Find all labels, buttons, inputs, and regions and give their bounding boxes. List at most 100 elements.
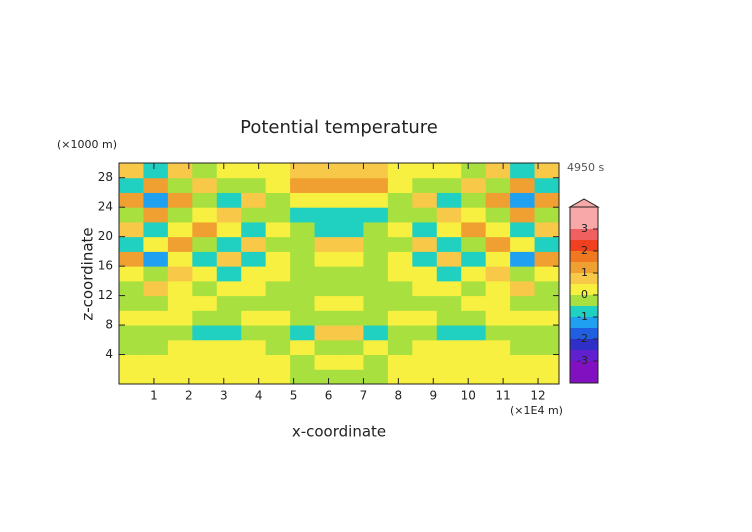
field-cell (363, 266, 389, 282)
colorbar-band (570, 295, 598, 306)
field-cell (510, 339, 536, 356)
field-cell (314, 295, 340, 311)
field-cell (412, 325, 438, 341)
colorbar-band (570, 306, 598, 317)
field-cell (167, 266, 193, 282)
field-cell (143, 339, 169, 356)
field-cell (363, 339, 389, 356)
field-cell (412, 251, 438, 267)
field-cell (119, 163, 144, 179)
field-cell (534, 221, 560, 238)
field-cell (119, 295, 144, 311)
field-cell (167, 163, 193, 179)
field-cell (216, 192, 242, 208)
field-cell (265, 177, 291, 193)
field-cell (119, 310, 144, 326)
field-cell (363, 369, 389, 385)
colorbar-band (570, 262, 598, 273)
field-cell (143, 192, 169, 208)
field-cell (119, 192, 144, 208)
field-cell (461, 207, 487, 223)
field-cell (363, 325, 389, 341)
field-cell (216, 325, 242, 341)
field-cell (119, 177, 144, 193)
x-tick-label: 12 (530, 389, 545, 403)
field-cell (412, 177, 438, 193)
field-cell (216, 354, 242, 370)
field-cell (387, 221, 413, 238)
field-cell (265, 339, 291, 356)
field-cell (167, 354, 193, 370)
field-cell (216, 369, 242, 385)
field-cell (363, 295, 389, 311)
field-cell (387, 236, 413, 252)
field-cell (387, 207, 413, 223)
field-cell (290, 369, 316, 385)
field-cell (216, 163, 242, 179)
field-cell (534, 207, 560, 223)
field-cell (167, 236, 193, 252)
field-cell (167, 221, 193, 238)
field-cell (119, 266, 144, 282)
field-cell (461, 339, 487, 356)
field-cell (412, 354, 438, 370)
colorbar-band (570, 229, 598, 240)
colorbar-tick-label: 1 (581, 266, 588, 279)
y-tick-label: 12 (98, 288, 113, 302)
field-cell (510, 236, 536, 252)
field-cell (485, 192, 511, 208)
field-cell (167, 280, 193, 297)
field-cell (534, 369, 560, 385)
field-cell (290, 163, 316, 179)
field-cell (119, 354, 144, 370)
field-cell (339, 280, 364, 297)
field-cell (314, 236, 340, 252)
field-cell (265, 192, 291, 208)
field-cell (241, 192, 267, 208)
field-cell (167, 192, 193, 208)
field-cell (314, 177, 340, 193)
field-cell (119, 325, 144, 341)
colorbar-band (570, 372, 598, 383)
field-cell (436, 251, 462, 267)
field-cell (387, 369, 413, 385)
field-cell (436, 177, 462, 193)
field (119, 163, 560, 385)
field-cell (436, 207, 462, 223)
field-cell (216, 280, 242, 297)
field-cell (412, 192, 438, 208)
field-cell (119, 339, 144, 356)
colorbar-band (570, 317, 598, 328)
y-tick-label: 24 (98, 200, 113, 214)
x-tick-label: 1 (150, 389, 158, 403)
field-cell (339, 192, 364, 208)
field-cell (412, 236, 438, 252)
field-cell (241, 236, 267, 252)
field-cell (192, 177, 218, 193)
field-cell (241, 251, 267, 267)
field-cell (119, 236, 144, 252)
field-cell (290, 221, 316, 238)
y-tick-label: 20 (98, 229, 113, 243)
field-cell (534, 354, 560, 370)
field-cell (363, 163, 389, 179)
field-cell (534, 310, 560, 326)
plot-frame (118, 162, 560, 385)
field-cell (485, 266, 511, 282)
field-cell (314, 207, 340, 223)
field-cell (216, 266, 242, 282)
field-cell (265, 207, 291, 223)
field-cell (461, 266, 487, 282)
x-tick-label: 8 (395, 389, 403, 403)
colorbar-tick-label: 0 (581, 288, 588, 301)
field-cell (192, 251, 218, 267)
field-cell (192, 266, 218, 282)
field-cell (339, 221, 364, 238)
colorbar-band (570, 284, 598, 295)
field-cell (290, 192, 316, 208)
field-cell (339, 325, 364, 341)
chart-title: Potential temperature (240, 117, 438, 138)
field-cell (387, 251, 413, 267)
field-cell (216, 251, 242, 267)
field-cell (436, 354, 462, 370)
